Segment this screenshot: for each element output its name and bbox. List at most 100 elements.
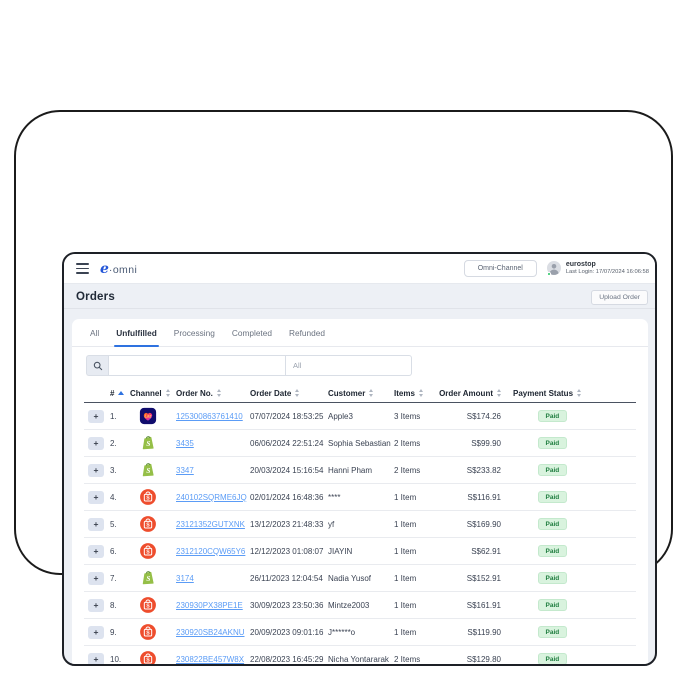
customer-name: Sophia Sebastian bbox=[328, 438, 391, 448]
column-label: Order No. bbox=[176, 388, 213, 398]
order-date: 12/12/2023 01:08:07 bbox=[250, 546, 324, 556]
order-number-link[interactable]: 3174 bbox=[176, 573, 194, 583]
payment-status-badge: Paid bbox=[538, 518, 567, 530]
customer-name: J******o bbox=[328, 627, 356, 637]
payment-status-cell: Paid bbox=[501, 626, 636, 638]
order-number-link[interactable]: 3347 bbox=[176, 465, 194, 475]
svg-text:S: S bbox=[146, 658, 150, 664]
payment-status-badge: Paid bbox=[538, 653, 567, 664]
expand-row-button[interactable]: + bbox=[88, 436, 104, 450]
column-header-customer[interactable]: Customer bbox=[326, 389, 392, 398]
expand-row-button[interactable]: + bbox=[88, 625, 104, 639]
column-label: Order Amount bbox=[439, 388, 493, 398]
payment-status-badge: Paid bbox=[538, 491, 567, 503]
top-bar: e ·omni Omni-Channel eurostop Last Login:… bbox=[64, 254, 655, 284]
shopee-icon: S bbox=[139, 650, 157, 664]
column-header-items[interactable]: Items bbox=[392, 389, 439, 398]
column-label: Channel bbox=[130, 388, 162, 398]
order-date: 20/09/2023 09:01:16 bbox=[250, 627, 324, 637]
filter-selected-value: All bbox=[293, 361, 302, 370]
order-number-link[interactable]: 240102SQRME6JQ bbox=[176, 492, 247, 502]
channel-cell: S bbox=[128, 461, 174, 479]
tab-completed[interactable]: Completed bbox=[231, 327, 272, 338]
sort-carets-icon[interactable] bbox=[369, 389, 374, 397]
sort-carets-icon[interactable] bbox=[418, 389, 423, 397]
payment-status-cell: Paid bbox=[501, 464, 636, 476]
filter-select[interactable]: All bbox=[286, 355, 412, 376]
items-count: 2 Items bbox=[394, 438, 421, 448]
sort-carets-icon[interactable] bbox=[577, 389, 582, 397]
expand-row-button[interactable]: + bbox=[88, 517, 104, 531]
tab-refunded[interactable]: Refunded bbox=[288, 327, 325, 338]
user-avatar-icon bbox=[546, 261, 561, 277]
order-number-link[interactable]: 3435 bbox=[176, 438, 194, 448]
channel-cell: S bbox=[128, 515, 174, 533]
sort-carets-icon[interactable] bbox=[497, 389, 501, 397]
order-date: 02/01/2024 16:48:36 bbox=[250, 492, 324, 502]
column-header-order-no-[interactable]: Order No. bbox=[174, 389, 248, 398]
column-header-#[interactable]: # bbox=[108, 389, 128, 398]
column-label: Order Date bbox=[250, 388, 292, 398]
order-number-link[interactable]: 230920SB24AKNU bbox=[176, 627, 245, 637]
tab-processing[interactable]: Processing bbox=[173, 327, 215, 338]
table-row: +4. S 240102SQRME6JQ 02/01/2024 16:48:36 ***… bbox=[84, 484, 636, 511]
order-number-link[interactable]: 230930PX38PE1E bbox=[176, 600, 243, 610]
table-row: +8. S 230930PX38PE1E 30/09/2023 23:50:36 Min… bbox=[84, 592, 636, 619]
items-count: 1 Item bbox=[394, 519, 417, 529]
order-number-link[interactable]: 2312120CQW65Y6 bbox=[176, 546, 246, 556]
column-label: Customer bbox=[328, 388, 366, 398]
order-amount: S$129.80 bbox=[466, 654, 501, 664]
payment-status-badge: Paid bbox=[538, 545, 567, 557]
row-number: 9. bbox=[110, 627, 117, 637]
sort-carets-icon[interactable] bbox=[295, 389, 300, 397]
order-amount: S$99.90 bbox=[471, 438, 501, 448]
svg-text:S: S bbox=[146, 523, 150, 529]
search-row: All bbox=[72, 347, 648, 382]
column-header-order-date[interactable]: Order Date bbox=[248, 389, 326, 398]
sort-carets-icon[interactable] bbox=[165, 389, 170, 397]
table-row: +3. S 3347 20/03/2024 15:16:54 Hanni Pham 2 I… bbox=[84, 457, 636, 484]
table-body: +1. Laz 125300863761410 07/07/2024 18:53:25… bbox=[84, 403, 636, 664]
search-button[interactable] bbox=[86, 355, 108, 376]
expand-row-button[interactable]: + bbox=[88, 598, 104, 612]
row-number: 1. bbox=[110, 411, 117, 421]
tab-all[interactable]: All bbox=[90, 327, 100, 338]
order-date: 22/08/2023 16:45:29 bbox=[250, 654, 324, 664]
shopee-icon: S bbox=[139, 488, 157, 506]
expand-row-button[interactable]: + bbox=[88, 571, 104, 585]
column-header-payment-status[interactable]: Payment Status bbox=[501, 389, 636, 398]
column-header-order-amount[interactable]: Order Amount bbox=[439, 389, 501, 398]
channel-cell: S bbox=[128, 596, 174, 614]
row-number: 6. bbox=[110, 546, 117, 556]
channel-cell: S bbox=[128, 542, 174, 560]
expand-row-button[interactable]: + bbox=[88, 409, 104, 423]
channel-cell: S bbox=[128, 569, 174, 587]
user-info[interactable]: eurostop Last Login: 17/07/2024 16:06:58 bbox=[546, 261, 649, 277]
sort-carets-icon[interactable] bbox=[216, 389, 221, 397]
expand-row-button[interactable]: + bbox=[88, 544, 104, 558]
omni-channel-button[interactable]: Omni-Channel bbox=[463, 260, 537, 277]
order-number-link[interactable]: 23121352GUTXNK bbox=[176, 519, 245, 529]
channel-cell: Laz bbox=[128, 407, 174, 425]
order-number-link[interactable]: 230822BE457W8X bbox=[176, 654, 245, 664]
menu-icon[interactable] bbox=[76, 263, 89, 274]
order-number-link[interactable]: 125300863761410 bbox=[176, 411, 243, 421]
items-count: 1 Item bbox=[394, 573, 417, 583]
upload-order-button[interactable]: Upload Order bbox=[591, 289, 648, 305]
expand-row-button[interactable]: + bbox=[88, 463, 104, 477]
expand-row-button[interactable]: + bbox=[88, 490, 104, 504]
search-input[interactable] bbox=[108, 355, 286, 376]
shopify-icon: S bbox=[139, 569, 157, 587]
items-count: 2 Items bbox=[394, 654, 421, 664]
sort-carets-icon[interactable] bbox=[118, 391, 125, 395]
table-row: +1. Laz 125300863761410 07/07/2024 18:53:25… bbox=[84, 403, 636, 430]
expand-row-button[interactable]: + bbox=[88, 652, 104, 664]
order-amount: S$152.91 bbox=[466, 573, 501, 583]
column-header-channel[interactable]: Channel bbox=[128, 389, 174, 398]
payment-status-cell: Paid bbox=[501, 410, 636, 422]
tab-unfulfilled[interactable]: Unfulfilled bbox=[114, 319, 159, 347]
order-date: 30/09/2023 23:50:36 bbox=[250, 600, 324, 610]
payment-status-badge: Paid bbox=[538, 626, 567, 638]
shopee-icon: S bbox=[139, 596, 157, 614]
lazada-icon: Laz bbox=[139, 407, 157, 425]
